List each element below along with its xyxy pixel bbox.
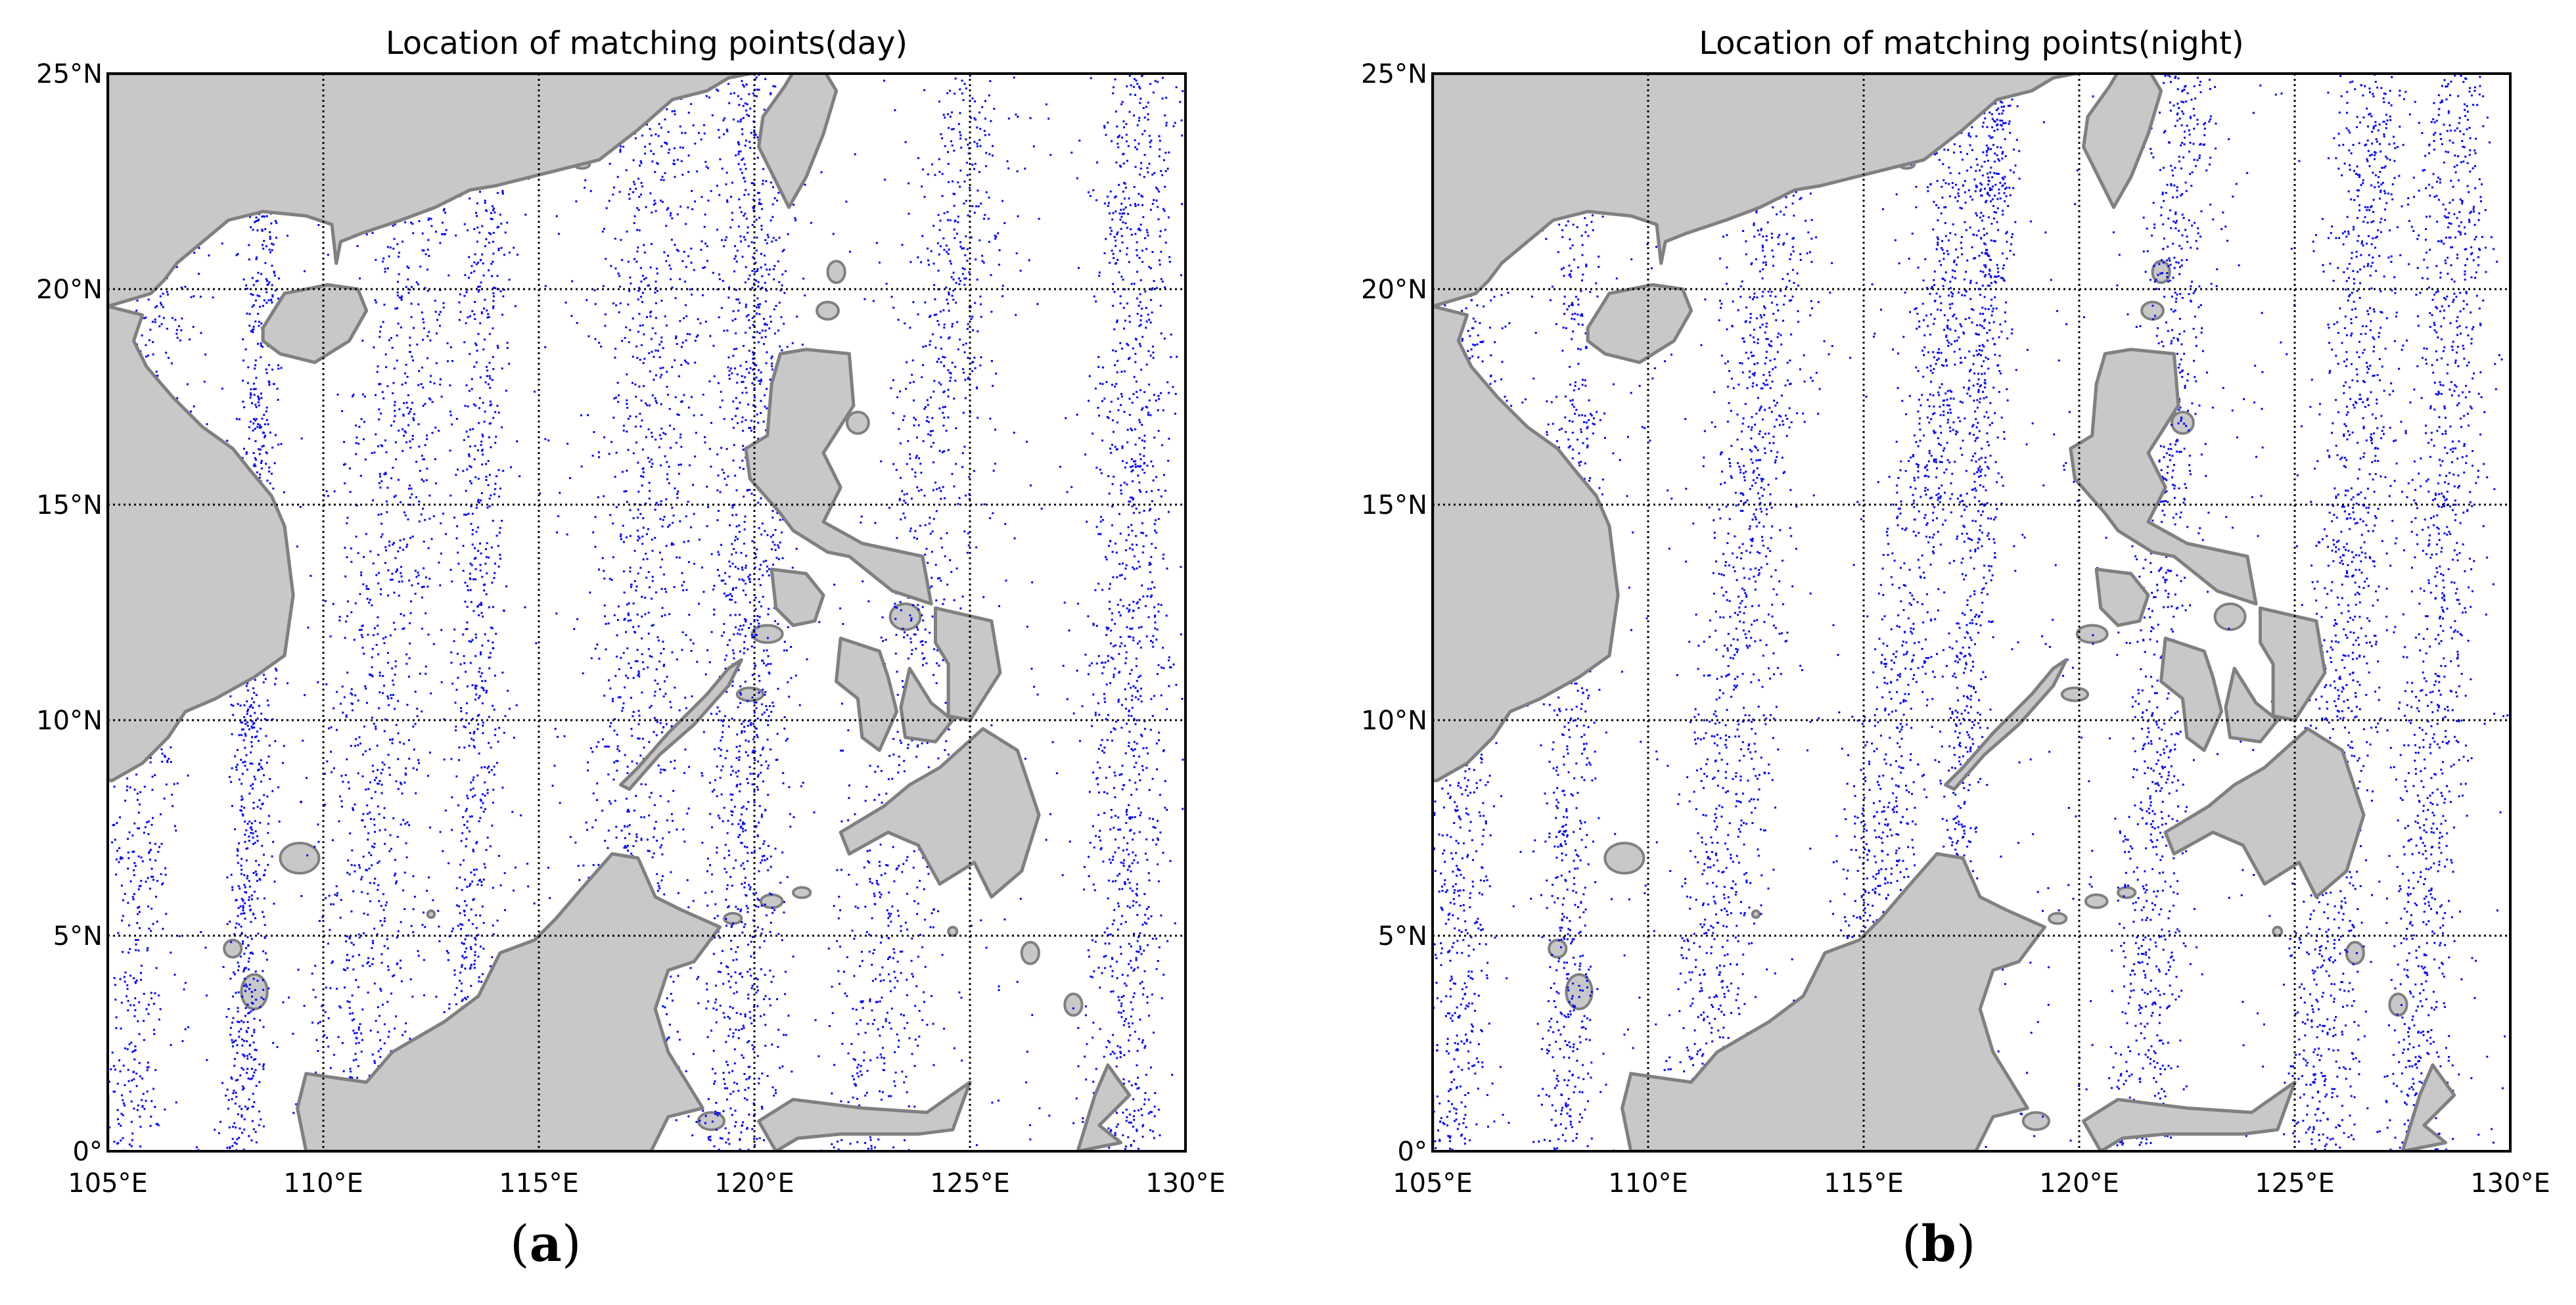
land-mask-panay-negros	[835, 636, 898, 752]
x-tick-label: 105°E	[1392, 1168, 1473, 1199]
land-mask-palawan	[619, 658, 743, 791]
land-mask-luzon	[2069, 348, 2258, 606]
graticule	[1433, 74, 2510, 1151]
small-island	[279, 841, 321, 875]
panel-title: Location of matching points(night)	[1699, 25, 2243, 62]
y-tick-label: 25°N	[1361, 59, 1427, 89]
graticule	[108, 74, 1185, 1151]
land-mask-panay-negros	[2159, 636, 2223, 752]
land-mask-hainan	[1586, 283, 1693, 364]
land-mask-mindoro	[2094, 567, 2150, 628]
land-mask-mainland-china	[108, 74, 756, 308]
plot-frame	[1431, 72, 2512, 1153]
y-tick-label: 5°N	[53, 921, 103, 951]
small-island	[792, 886, 812, 900]
land-mask-mainland-china	[1433, 74, 2081, 308]
small-island	[2075, 624, 2109, 644]
y-tick-label: 15°N	[1361, 490, 1427, 520]
y-tick-label: 25°N	[36, 59, 103, 89]
y-tick-label: 20°N	[36, 275, 103, 305]
small-island	[240, 973, 269, 1011]
small-island	[735, 686, 765, 702]
y-tick-label: 0°	[73, 1137, 103, 1167]
small-island	[1548, 938, 1568, 959]
map-panel-night: Location of matching points(night) 105°E 1…	[1361, 25, 2550, 1199]
small-island	[947, 925, 959, 937]
x-tick-label: 110°E	[1608, 1168, 1688, 1199]
y-tick-label: 20°N	[1361, 275, 1427, 305]
small-island	[750, 624, 784, 644]
small-island	[2388, 992, 2408, 1017]
small-island	[888, 602, 922, 631]
land-mask-sulawesi	[2082, 1080, 2297, 1151]
small-island	[759, 893, 784, 909]
small-island	[1063, 992, 1084, 1017]
x-tick-label: 115°E	[499, 1168, 579, 1199]
small-island	[2117, 886, 2137, 900]
map-panel-day: Location of matching points(day) 105°E 110…	[36, 25, 1226, 1199]
small-island	[1603, 841, 1645, 875]
small-island	[2084, 893, 2109, 909]
land-mask-indochina	[108, 304, 295, 783]
land-mask-cebu-bohol	[2224, 666, 2280, 744]
small-island	[1751, 909, 1761, 919]
map-layer	[1433, 74, 2510, 1151]
small-island	[426, 909, 436, 919]
land-mask-samar-leyte	[934, 606, 1002, 722]
small-island	[2140, 300, 2165, 321]
land-mask-halmahera	[1076, 1063, 1132, 1151]
small-island	[816, 300, 840, 321]
small-island	[2213, 602, 2247, 631]
panel-label-b: (b)	[1902, 1214, 1976, 1273]
x-tick-label: 130°E	[1145, 1168, 1226, 1199]
land-mask-mindanao	[2163, 727, 2366, 899]
land-mask-sulawesi	[757, 1080, 972, 1151]
panel-title: Location of matching points(day)	[386, 25, 908, 62]
x-tick-label: 125°E	[2255, 1168, 2335, 1199]
land-mask-palawan	[1944, 658, 2068, 791]
land-mask-indochina	[1433, 304, 1620, 783]
small-island	[826, 260, 846, 285]
plot-frame	[106, 72, 1187, 1153]
y-tick-label: 15°N	[36, 490, 103, 520]
land-mask-samar-leyte	[2259, 606, 2327, 722]
land-mask-hainan	[261, 283, 369, 364]
small-island	[2171, 410, 2195, 435]
land-mask-taiwan	[757, 74, 839, 209]
small-island	[1565, 973, 1594, 1011]
land-mask-luzon	[744, 348, 933, 606]
small-island	[697, 1110, 726, 1132]
land-mask-taiwan	[2082, 74, 2163, 209]
small-island	[2345, 940, 2365, 965]
small-island	[2060, 686, 2090, 702]
y-tick-label: 0°	[1398, 1137, 1427, 1167]
x-tick-label: 120°E	[2039, 1168, 2119, 1199]
panel-label-a: (a)	[510, 1214, 582, 1273]
y-tick-label: 10°N	[1361, 706, 1427, 736]
x-tick-label: 110°E	[283, 1168, 363, 1199]
x-tick-label: 130°E	[2470, 1168, 2550, 1199]
land-mask-borneo	[296, 852, 722, 1151]
x-tick-label: 115°E	[1824, 1168, 1904, 1199]
small-island	[1020, 940, 1040, 965]
land-mask-cebu-bohol	[899, 666, 955, 744]
small-island	[2021, 1110, 2051, 1132]
y-tick-label: 10°N	[36, 706, 103, 736]
land-mask-mindoro	[770, 567, 825, 628]
x-tick-label: 120°E	[714, 1168, 794, 1199]
land-mask-mindanao	[839, 727, 1041, 899]
map-layer	[108, 74, 1185, 1151]
y-tick-label: 5°N	[1378, 921, 1427, 951]
small-island	[223, 938, 243, 959]
x-tick-label: 105°E	[68, 1168, 148, 1199]
small-island	[2048, 911, 2068, 925]
small-island	[846, 410, 870, 435]
small-island	[2151, 260, 2171, 285]
x-tick-label: 125°E	[930, 1168, 1010, 1199]
land-mask-borneo	[1621, 852, 2046, 1151]
small-island	[2272, 925, 2284, 937]
land-mask-halmahera	[2401, 1063, 2456, 1151]
